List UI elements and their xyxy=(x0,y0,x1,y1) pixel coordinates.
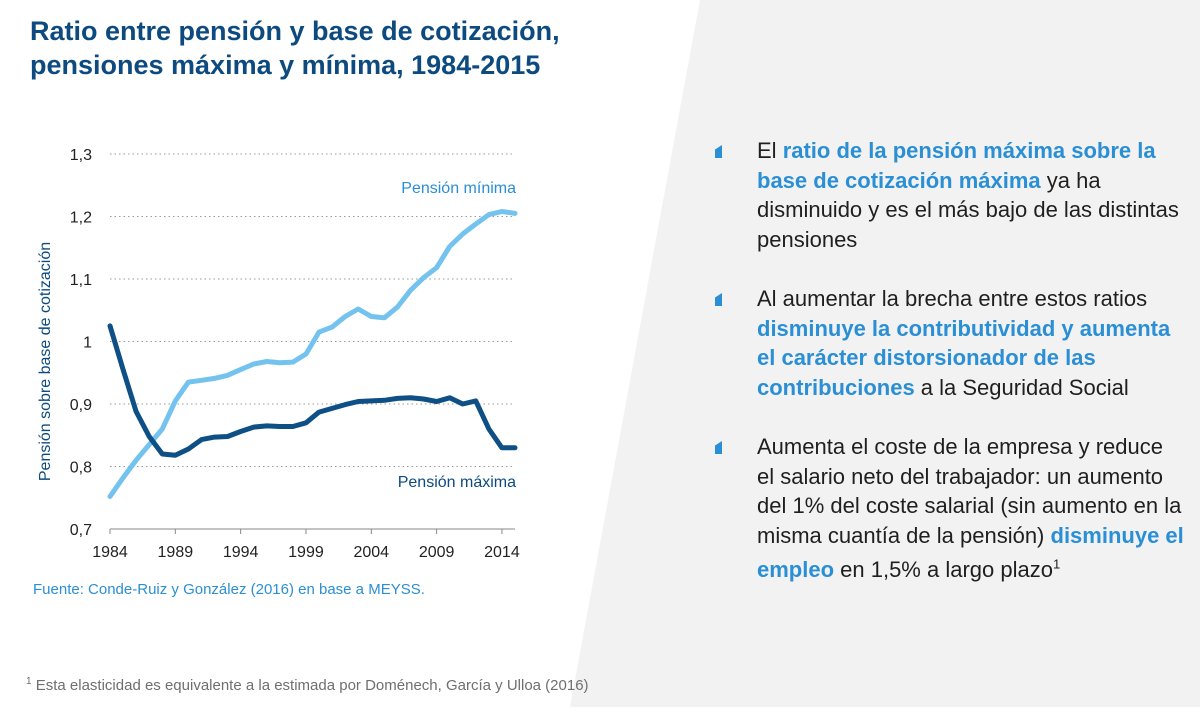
y-tick-labels: 0,7 0,8 0,9 1 1,1 1,2 1,3 xyxy=(70,147,92,539)
y-tick-label: 0,9 xyxy=(70,397,92,414)
bullet-list: El ratio de la pensión máxima sobre la b… xyxy=(715,136,1185,615)
bullet-text: El ratio de la pensión máxima sobre la b… xyxy=(757,138,1179,252)
bullet-segment: en 1,5% a largo plazo xyxy=(834,557,1053,583)
series-label-pension-maxima: Pensión máxima xyxy=(398,474,516,491)
y-tick-label: 0,7 xyxy=(70,522,92,539)
x-tick-marks xyxy=(109,529,503,534)
bullet-marker-icon xyxy=(715,145,722,158)
series-line-pension-maxima xyxy=(107,323,518,458)
bullet-segment: ya ha disminuido y es el más bajo de las… xyxy=(757,167,1179,252)
bullet-segment: a la Seguridad Social xyxy=(914,374,1129,400)
y-tick-label: 1,3 xyxy=(70,147,92,164)
bullet-footnote-mark: 1 xyxy=(1052,557,1061,572)
bullet-text: Aumenta el coste de la empresa y reduce … xyxy=(757,434,1184,582)
footnote-text: Esta elasticidad es equivalente a la est… xyxy=(31,677,589,694)
bullet-highlight: disminuye la contributividad y aumenta e… xyxy=(757,315,1171,400)
x-tick-label: 1984 xyxy=(92,544,128,561)
bullet-item: Al aumentar la brecha entre estos ratios… xyxy=(715,284,1185,402)
y-tick-label: 0,8 xyxy=(70,460,92,477)
series-line-pension-minima xyxy=(107,209,518,499)
x-tick-labels: 1984 1989 1994 1999 2004 2009 2014 xyxy=(92,544,520,561)
source-note: Fuente: Conde-Ruiz y González (2016) en … xyxy=(33,581,425,598)
x-tick-label: 1989 xyxy=(158,544,194,561)
x-tick-label: 1999 xyxy=(288,544,324,561)
y-axis-label: Pensión sobre base de cotización xyxy=(37,242,54,481)
bullet-segment: El xyxy=(757,138,783,163)
chart-title: Ratio entre pensión y base de cotización… xyxy=(30,16,560,80)
x-tick-label: 1994 xyxy=(223,544,259,561)
x-tick-label: 2004 xyxy=(353,544,389,561)
panel-polygon xyxy=(570,0,1200,707)
y-tick-label: 1,2 xyxy=(70,210,92,227)
y-tick-label: 1 xyxy=(83,335,92,352)
bullet-segment: Aumenta el coste de la empresa y reduce … xyxy=(757,434,1182,548)
bullet-highlight: ratio de la pensión máxima sobre la base… xyxy=(757,138,1156,193)
x-tick-label: 2014 xyxy=(484,544,520,561)
bullet-text: Al aumentar la brecha entre estos ratios… xyxy=(757,286,1170,400)
x-tick-label: 2009 xyxy=(419,544,455,561)
bullet-segment: Al aumentar la brecha entre estos ratios xyxy=(757,286,1148,311)
y-tick-label: 1,1 xyxy=(70,272,92,289)
bullet-item: El ratio de la pensión máxima sobre la b… xyxy=(715,136,1185,254)
bullet-marker-icon xyxy=(715,441,722,454)
bullet-item: Aumenta el coste de la empresa y reduce … xyxy=(715,432,1185,585)
footnote: 1 Esta elasticidad es equivalente a la e… xyxy=(26,676,589,694)
bullet-marker-icon xyxy=(715,293,722,306)
series-label-pension-minima: Pensión mínima xyxy=(401,180,516,197)
bullet-highlight: disminuye el empleo xyxy=(757,522,1184,583)
footnote-mark: 1 xyxy=(26,676,32,687)
